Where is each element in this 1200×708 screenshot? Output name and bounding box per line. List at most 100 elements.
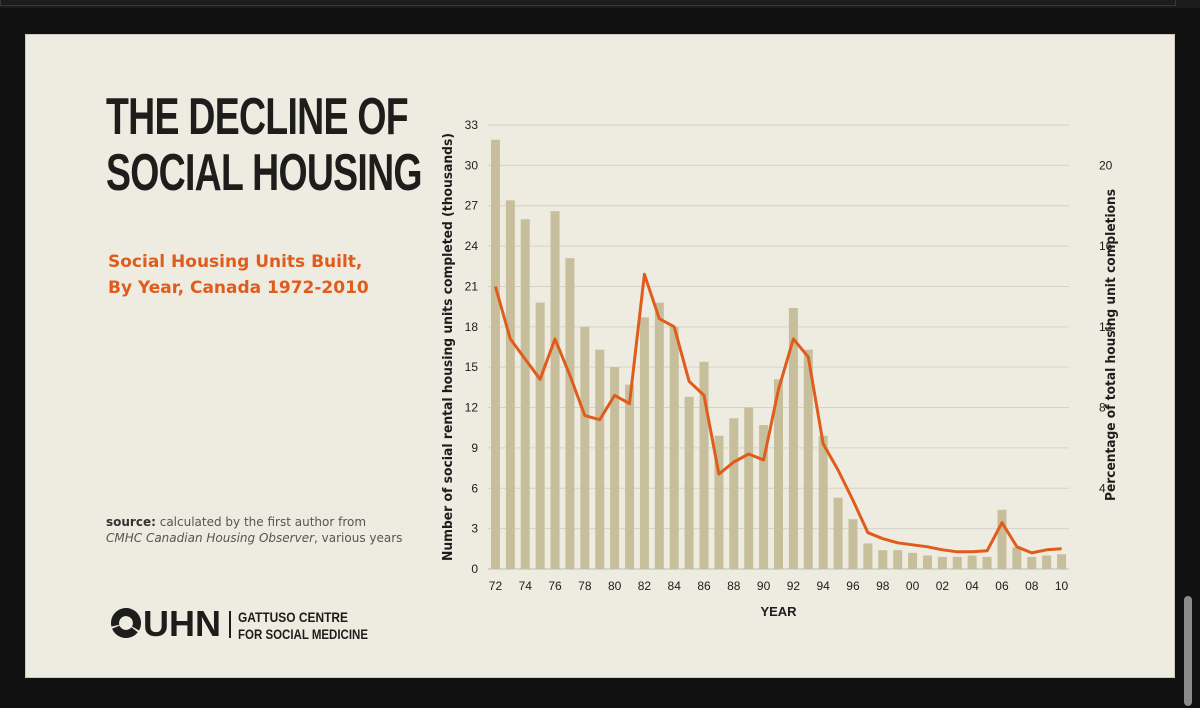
x-tick-label: 80 [608, 579, 622, 593]
bar [699, 361, 709, 569]
x-tick-label: 08 [1025, 579, 1039, 593]
bar [788, 307, 798, 569]
y-axis-label: Number of social rental housing units co… [441, 133, 456, 561]
bar [595, 349, 605, 569]
bar [580, 326, 590, 569]
source-note: source: calculated by the first author f… [106, 514, 402, 546]
x-tick-label: 92 [787, 579, 801, 593]
y2-tick-label: 16 [1099, 239, 1113, 253]
y-tick-label: 6 [471, 481, 478, 495]
y-tick-label: 12 [465, 401, 479, 415]
x-tick-label: 88 [727, 579, 741, 593]
y-tick-label: 3 [471, 522, 478, 536]
bar [714, 435, 724, 569]
bar [669, 326, 679, 569]
bar [997, 509, 1007, 569]
page-title: THE DECLINE OF SOCIAL HOUSING [106, 88, 423, 202]
y2-tick-label: 4 [1099, 481, 1106, 495]
bar [952, 556, 962, 569]
bar [967, 555, 977, 569]
chart-subtitle: Social Housing Units Built, By Year, Can… [108, 249, 369, 301]
x-tick-label: 98 [876, 579, 890, 593]
bar [550, 211, 560, 570]
bar [759, 425, 769, 569]
bar [1057, 554, 1067, 569]
bar [774, 379, 783, 569]
subtitle-line-2: By Year, Canada 1972-2010 [108, 278, 369, 298]
bar [729, 418, 739, 569]
social-housing-chart: 0 3 6 9 12 15 18 21 24 27 30 33 4 8 12 16 20 72 74 76 78 80 82… [441, 118, 1119, 619]
uhn-emblem-icon [110, 608, 142, 638]
bar [833, 497, 843, 569]
logo-main-text: UHN [143, 603, 221, 643]
x-tick-label: 96 [846, 579, 860, 593]
x-tick-label: 72 [489, 579, 503, 593]
logo-line-1: GATTUSO CENTRE [238, 609, 348, 625]
bar [1042, 555, 1052, 569]
x-tick-label: 04 [965, 579, 979, 593]
infographic-card: THE DECLINE OF SOCIAL HOUSING Social Hou… [25, 34, 1175, 678]
bar [818, 435, 828, 569]
bar [625, 384, 635, 569]
logo-divider [229, 611, 231, 638]
y2-axis-label: Percentage of total housing unit complet… [1104, 189, 1119, 501]
source-tail: , various years [314, 531, 403, 545]
subtitle-line-1: Social Housing Units Built, [108, 252, 363, 272]
logo-line-2: FOR SOCIAL MEDICINE [238, 626, 368, 642]
top-frame-bar [0, 0, 1200, 8]
y2-tick-label: 12 [1099, 320, 1113, 334]
y-tick-label: 30 [465, 158, 479, 172]
y-tick-label: 33 [465, 118, 479, 132]
bar [878, 550, 888, 569]
bar [684, 396, 694, 569]
x-tick-label: 90 [757, 579, 771, 593]
bar [535, 302, 545, 569]
y-tick-label: 18 [465, 320, 479, 334]
y2-tick-label: 8 [1099, 401, 1106, 415]
uhn-logo: UHN GATTUSO CENTRE FOR SOCIAL MEDICINE [110, 603, 368, 643]
bar [520, 219, 530, 569]
y-tick-label: 9 [471, 441, 478, 455]
bar [654, 302, 664, 569]
x-axis-label: YEAR [760, 604, 797, 619]
x-tick-label: 94 [817, 579, 831, 593]
bar [848, 519, 858, 569]
bar [610, 367, 620, 569]
y-tick-label: 0 [471, 562, 478, 576]
x-tick-label: 74 [519, 579, 533, 593]
title-line-1: THE DECLINE OF [106, 88, 409, 146]
percentage-line [493, 272, 1062, 555]
x-tick-label: 76 [548, 579, 562, 593]
bar [982, 556, 992, 569]
source-label: source: [106, 515, 156, 529]
y-tick-label: 21 [465, 279, 479, 293]
x-tick-label: 02 [936, 579, 950, 593]
bar [937, 556, 947, 569]
bar [803, 349, 813, 569]
bar [922, 555, 932, 569]
x-tick-label: 78 [578, 579, 592, 593]
vertical-scrollbar-thumb[interactable] [1184, 596, 1192, 706]
y2-tick-label: 20 [1099, 158, 1113, 172]
y-tick-label: 24 [465, 239, 479, 253]
x-tick-label: 06 [995, 579, 1009, 593]
x-tick-label: 82 [638, 579, 652, 593]
x-tick-label: 00 [906, 579, 920, 593]
source-publication: CMHC Canadian Housing Observer [106, 531, 315, 545]
bar [639, 317, 649, 569]
x-tick-label: 84 [668, 579, 682, 593]
title-line-2: SOCIAL HOUSING [106, 144, 423, 202]
y-tick-label: 27 [465, 199, 479, 213]
y-tick-label: 15 [465, 360, 479, 374]
bar [893, 550, 903, 569]
bar [744, 407, 754, 569]
top-frame-border [0, 0, 1176, 6]
bar [565, 258, 575, 569]
bar [1012, 547, 1022, 569]
x-tick-label: 10 [1055, 579, 1069, 593]
bar [863, 543, 873, 569]
x-tick-label: 86 [697, 579, 711, 593]
bar [1027, 556, 1037, 569]
bar [505, 200, 515, 569]
bar [490, 139, 500, 570]
